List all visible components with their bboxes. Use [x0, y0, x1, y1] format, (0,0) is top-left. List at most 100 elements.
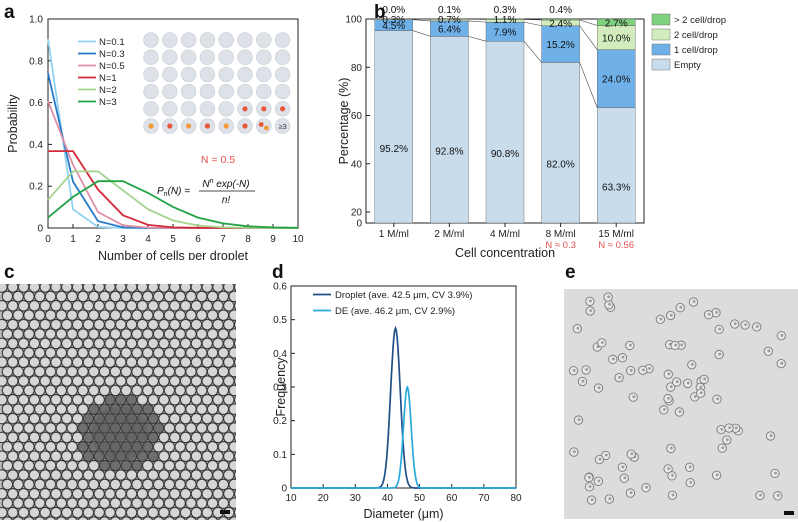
- droplet: [83, 507, 93, 517]
- legend-swatch: [652, 44, 670, 55]
- droplet: [35, 348, 45, 358]
- droplet: [224, 470, 234, 480]
- droplet: [121, 479, 131, 489]
- y-tick-label: 0.2: [273, 416, 287, 427]
- droplet: [35, 479, 45, 489]
- cell: [618, 376, 621, 379]
- droplet: [2, 366, 12, 376]
- droplet: [162, 50, 177, 65]
- droplet: [62, 413, 72, 423]
- droplet: [164, 498, 174, 508]
- droplet: [191, 470, 201, 480]
- droplet: [18, 319, 28, 329]
- droplet: [0, 470, 7, 480]
- droplet: [181, 67, 196, 82]
- droplet: [56, 329, 66, 339]
- droplet: [18, 432, 28, 442]
- droplet: [159, 470, 169, 480]
- x-tick-label: 5: [170, 234, 176, 245]
- legend-swatch: [652, 59, 670, 70]
- distribution-curve: [291, 328, 516, 488]
- droplet: [153, 404, 163, 414]
- droplet: [45, 442, 55, 452]
- droplet: [94, 301, 104, 311]
- droplet: [0, 489, 7, 499]
- droplet: [191, 395, 201, 405]
- droplet: [0, 395, 7, 405]
- droplet: [2, 498, 12, 508]
- droplet: [159, 301, 169, 311]
- droplet: [148, 319, 158, 329]
- droplet: [105, 507, 115, 517]
- droplet: [191, 357, 201, 367]
- droplet: [170, 301, 180, 311]
- data-label: 15.2%: [546, 40, 574, 51]
- droplet: [45, 498, 55, 508]
- droplet: [72, 319, 82, 329]
- y-tick-label: 20: [351, 208, 363, 219]
- droplet: [191, 507, 201, 517]
- cell: [700, 391, 703, 394]
- dense-region: [92, 406, 148, 462]
- droplet: [83, 470, 93, 480]
- droplet: [159, 413, 169, 423]
- droplet: [224, 489, 234, 499]
- droplet: [148, 507, 158, 517]
- droplet: [24, 498, 34, 508]
- droplet: [275, 33, 290, 48]
- droplet: [162, 101, 177, 116]
- droplet: [164, 404, 174, 414]
- cell: [726, 438, 729, 441]
- droplet: [197, 442, 207, 452]
- data-label: 0.1%: [438, 5, 461, 16]
- cell: [756, 325, 759, 328]
- droplet: [45, 423, 55, 433]
- droplet: [13, 348, 23, 358]
- droplet: [2, 442, 12, 452]
- droplet: [170, 507, 180, 517]
- cell: [622, 465, 625, 468]
- droplet: [89, 291, 99, 301]
- droplet: [180, 395, 190, 405]
- data-label: 6.4%: [438, 25, 461, 36]
- series-line: [48, 39, 298, 228]
- droplet: [132, 460, 142, 470]
- droplet: [191, 451, 201, 461]
- droplet: [67, 460, 77, 470]
- x-tick-label: 30: [350, 493, 362, 504]
- droplet: [105, 489, 115, 499]
- x-tick-label: 50: [414, 493, 426, 504]
- droplet: [132, 366, 142, 376]
- droplet: [275, 50, 290, 65]
- droplet: [45, 348, 55, 358]
- droplet: [186, 404, 196, 414]
- droplet: [78, 366, 88, 376]
- cell: [645, 486, 648, 489]
- droplet: [29, 319, 39, 329]
- cell: [767, 349, 770, 352]
- cell: [721, 446, 724, 449]
- droplet: [116, 395, 126, 405]
- data-label: 1.1%: [494, 15, 517, 26]
- x-tick-label: 7: [220, 234, 226, 245]
- cell: [672, 493, 675, 496]
- x-tick-label: 2 M/ml: [434, 229, 464, 240]
- cell: [670, 314, 673, 317]
- droplet: [56, 498, 66, 508]
- droplet: [197, 329, 207, 339]
- droplet: [202, 489, 212, 499]
- droplet: [197, 291, 207, 301]
- droplet: [229, 460, 236, 470]
- cell: [759, 494, 762, 497]
- data-label: 2.7%: [605, 18, 628, 29]
- droplet: [159, 357, 169, 367]
- cell: [735, 426, 738, 429]
- cell: [588, 476, 591, 479]
- droplet: [99, 310, 109, 320]
- droplet: [99, 498, 109, 508]
- droplet: [144, 33, 159, 48]
- droplet: [137, 357, 147, 367]
- droplet: [94, 507, 104, 517]
- droplet: [170, 489, 180, 499]
- droplet: [200, 50, 215, 65]
